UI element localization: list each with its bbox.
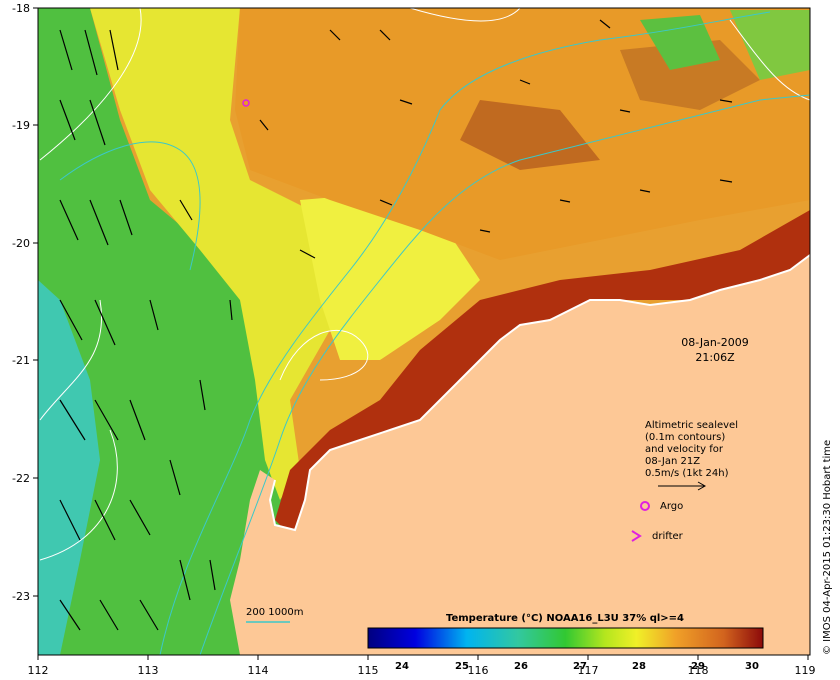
argo-legend-icon — [640, 501, 650, 511]
legend-line: Altimetric sealevel — [645, 420, 738, 431]
velocity-scale-arrow — [658, 481, 707, 491]
lon-tick-label: 114 — [248, 664, 269, 677]
lon-tick-label: 118 — [688, 664, 709, 677]
date-label: 08-Jan-2009 — [681, 336, 749, 349]
colorbar-tick: 24 — [395, 661, 409, 672]
lat-tick-label: -21 — [12, 354, 30, 367]
isobaths — [59, 11, 810, 655]
legend-line: 0.5m/s (1kt 24h) — [645, 468, 729, 479]
colorbar-tick: 25 — [455, 661, 469, 672]
lon-tick-label: 115 — [358, 664, 379, 677]
lon-tick-label: 112 — [28, 664, 49, 677]
legend-line: (0.1m contours) — [645, 432, 725, 443]
colorbar-tick: 27 — [573, 661, 587, 672]
lon-tick-label: 113 — [138, 664, 159, 677]
drifter-label: drifter — [652, 531, 684, 542]
lon-tick-label: 117 — [578, 664, 599, 677]
drifter-legend-icon — [631, 530, 642, 542]
lon-tick-label: 119 — [795, 664, 816, 677]
lon-tick-label: 116 — [468, 664, 489, 677]
colorbar-tick: 30 — [745, 661, 759, 672]
lat-tick-label: -19 — [12, 119, 30, 132]
colorbar-tick: 29 — [691, 661, 705, 672]
lat-axis — [33, 7, 38, 597]
sst-field — [38, 8, 810, 655]
depth-label: 200 1000m — [246, 607, 303, 618]
plot-frame — [37, 7, 811, 656]
lon-axis — [37, 655, 809, 660]
argo-label: Argo — [660, 501, 683, 512]
time-label: 21:06Z — [695, 351, 735, 364]
argo-marker — [242, 99, 250, 107]
lat-tick-label: -23 — [12, 590, 30, 603]
land-area — [230, 255, 810, 655]
legend-line: and velocity for — [645, 444, 724, 455]
legend-line: 08-Jan 21Z — [645, 456, 700, 467]
colorbar-tick: 28 — [632, 661, 646, 672]
colorbar-tick: 26 — [514, 661, 528, 672]
lat-tick-label: -18 — [12, 2, 30, 15]
credit-text: © IMOS 04-Apr-2015 01:23:30 Hobart time — [822, 440, 833, 655]
lat-tick-label: -20 — [12, 237, 30, 250]
colorbar-title: Temperature (°C) NOAA16_L3U 37% ql>=4 — [446, 613, 684, 624]
lat-tick-label: -22 — [12, 472, 30, 485]
velocity-arrows — [59, 19, 733, 631]
colorbar — [367, 627, 764, 649]
